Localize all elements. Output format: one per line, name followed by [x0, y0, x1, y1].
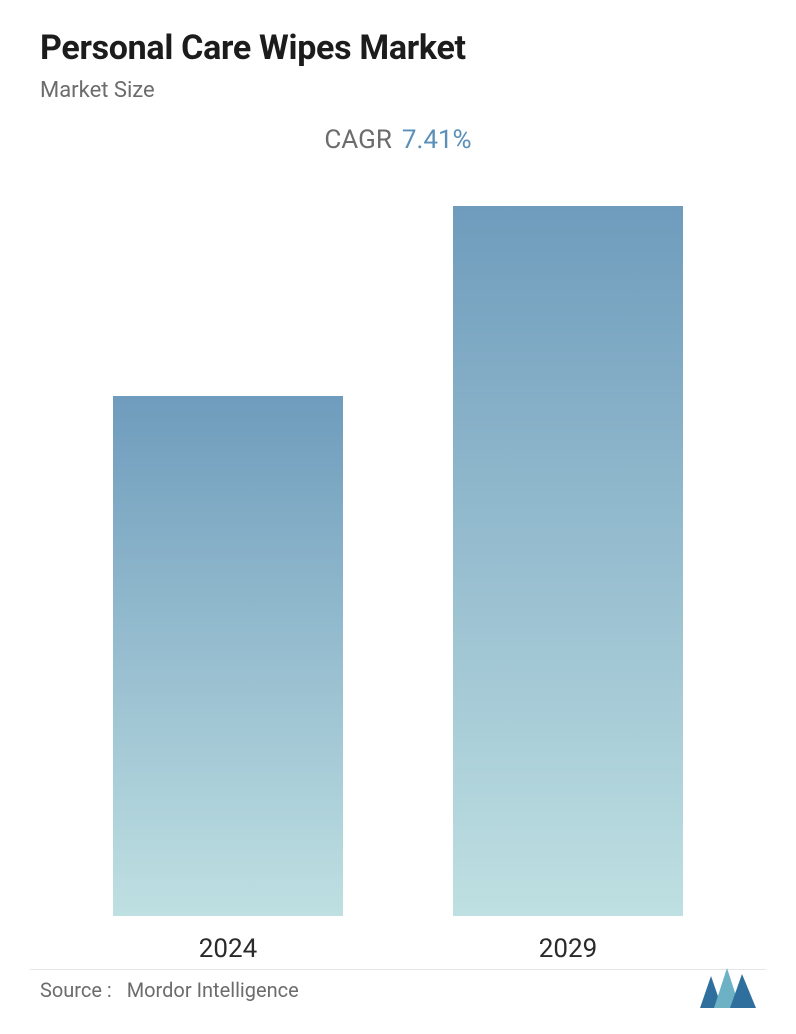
- source-text: Source : Mordor Intelligence: [40, 978, 299, 1002]
- cagr-label: CAGR: [324, 125, 391, 155]
- cagr-row: CAGR 7.41%: [40, 125, 756, 155]
- bar-2029: [453, 206, 683, 916]
- source-name: Mordor Intelligence: [127, 978, 299, 1002]
- bar-wrap-2024: 2024: [113, 396, 343, 964]
- page-subtitle: Market Size: [40, 78, 756, 103]
- page-title: Personal Care Wipes Market: [40, 28, 756, 68]
- chart-container: Personal Care Wipes Market Market Size C…: [0, 0, 796, 1034]
- bar-label-2029: 2029: [539, 934, 597, 964]
- footer: Source : Mordor Intelligence: [40, 968, 756, 1012]
- mordor-logo-icon: [700, 968, 756, 1012]
- bar-2024: [113, 396, 343, 916]
- source-label: Source :: [40, 978, 112, 1002]
- chart-area: 2024 2029: [40, 165, 756, 1034]
- bar-wrap-2029: 2029: [453, 206, 683, 964]
- bar-label-2024: 2024: [199, 934, 257, 964]
- cagr-value: 7.41%: [402, 125, 472, 155]
- bar-group: 2024 2029: [40, 185, 756, 964]
